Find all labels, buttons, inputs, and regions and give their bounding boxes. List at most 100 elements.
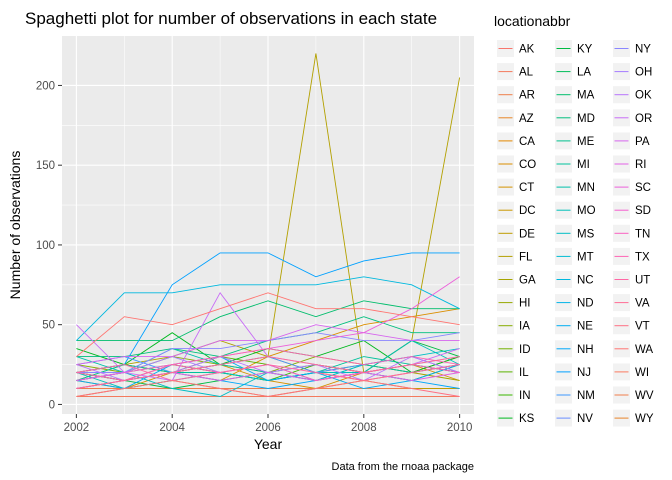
legend-label: AR: [519, 90, 535, 102]
series-line-nc: [76, 276, 460, 341]
legend-item-il: IL: [497, 363, 529, 381]
legend-label: RI: [635, 159, 647, 171]
legend-item-ri: RI: [613, 155, 647, 173]
legend-item-wa: WA: [613, 340, 653, 358]
y-tick-label: 0: [49, 399, 55, 411]
legend-label: MI: [577, 159, 590, 171]
legend-label: KY: [577, 44, 593, 56]
legend-label: NC: [577, 275, 594, 287]
legend-item-ok: OK: [613, 86, 652, 104]
legend-label: HI: [519, 298, 531, 310]
legend-item-ut: UT: [613, 271, 650, 288]
chart-title: Spaghetti plot for number of observation…: [25, 9, 437, 28]
legend-label: VA: [635, 298, 650, 310]
y-tick-label: 200: [36, 80, 55, 92]
legend-label: MD: [577, 113, 595, 125]
x-axis-title: Year: [254, 436, 283, 452]
legend-label: SC: [635, 182, 651, 194]
legend-label: ID: [519, 344, 531, 356]
legend-item-nj: NJ: [555, 363, 591, 381]
legend-label: AK: [519, 44, 535, 56]
y-axis-title: Number of observations: [7, 151, 23, 300]
series-line-tx: [76, 348, 460, 381]
legend-item-tx: TX: [613, 247, 650, 265]
legend-item-nm: NM: [555, 386, 595, 404]
series-line-wa: [76, 292, 460, 357]
legend-label: NM: [577, 390, 595, 402]
legend-label: WA: [635, 344, 653, 356]
legend-item-nh: NH: [555, 340, 594, 358]
legend-item-nc: NC: [555, 271, 594, 288]
legend-item-or: OR: [613, 109, 652, 127]
legend-label: WY: [635, 413, 654, 425]
legend-label: IN: [519, 390, 531, 402]
legend-item-mi: MI: [555, 155, 590, 173]
legend-item-la: LA: [555, 63, 591, 81]
legend-label: DC: [519, 205, 536, 217]
legend-label: NE: [577, 321, 593, 333]
legend-item-dc: DC: [497, 201, 536, 219]
legend-item-de: DE: [497, 224, 535, 242]
legend-item-pa: PA: [613, 132, 650, 150]
legend-label: NH: [577, 344, 594, 356]
legend-label: SD: [635, 205, 651, 217]
legend-label: LA: [577, 67, 591, 79]
legend-item-ne: NE: [555, 317, 593, 335]
legend-label: NJ: [577, 367, 591, 379]
legend-item-oh: OH: [613, 63, 652, 81]
chart-caption: Data from the rnoaa package: [332, 461, 474, 473]
legend-item-mo: MO: [555, 201, 596, 219]
legend-item-wy: WY: [613, 409, 654, 427]
legend-item-co: CO: [497, 155, 536, 173]
legend-label: NY: [635, 44, 651, 56]
legend-item-tn: TN: [613, 224, 650, 242]
legend-item-va: VA: [613, 294, 650, 312]
legend-label: DE: [519, 228, 535, 240]
legend-item-ca: CA: [497, 132, 535, 150]
legend-item-vt: VT: [613, 317, 650, 335]
legend-label: FL: [519, 251, 533, 263]
y-tick-label: 100: [36, 240, 55, 252]
legend-item-nd: ND: [555, 294, 594, 312]
legend-item-me: ME: [555, 132, 595, 150]
legend-item-ct: CT: [497, 178, 534, 196]
y-tick-label: 150: [36, 160, 55, 172]
legend-label: PA: [635, 136, 650, 148]
legend-item-nv: NV: [555, 409, 593, 427]
x-tick-label: 2008: [351, 422, 377, 434]
legend-label: AZ: [519, 113, 534, 125]
x-tick-label: 2002: [64, 422, 90, 434]
x-tick-label: 2006: [255, 422, 281, 434]
legend-item-ms: MS: [555, 224, 595, 242]
series-line-vt: [76, 380, 460, 397]
legend-label: ND: [577, 298, 594, 310]
legend-item-ak: AK: [497, 40, 535, 57]
legend-item-ar: AR: [497, 86, 535, 104]
legend-item-mt: MT: [555, 247, 594, 265]
legend-label: WI: [635, 367, 649, 379]
x-tick-label: 2004: [159, 422, 185, 434]
legend-item-ks: KS: [497, 409, 535, 427]
legend-item-fl: FL: [497, 247, 533, 265]
y-axis-ticks: 0 50 100 150 200: [36, 80, 62, 411]
legend: AK AL AR AZ CA CO CT DC DE FL GA HI IA ID IL IN KS KY LA MA…: [497, 40, 654, 427]
legend-label: MS: [577, 228, 595, 240]
legend-label: UT: [635, 275, 650, 287]
series-line-ut: [76, 364, 460, 381]
series-line-pa: [76, 324, 460, 366]
legend-label: NV: [577, 413, 593, 425]
legend-item-az: AZ: [497, 109, 534, 127]
legend-item-ny: NY: [613, 40, 651, 57]
legend-item-al: AL: [497, 63, 534, 81]
legend-item-ky: KY: [555, 40, 593, 57]
legend-label: OK: [635, 90, 652, 102]
legend-item-sc: SC: [613, 178, 651, 196]
legend-label: OR: [635, 113, 652, 125]
legend-label: VT: [635, 321, 650, 333]
legend-item-ga: GA: [497, 271, 536, 288]
legend-label: AL: [519, 67, 534, 79]
legend-label: TN: [635, 228, 650, 240]
legend-label: MO: [577, 205, 596, 217]
legend-item-ma: MA: [555, 86, 595, 104]
